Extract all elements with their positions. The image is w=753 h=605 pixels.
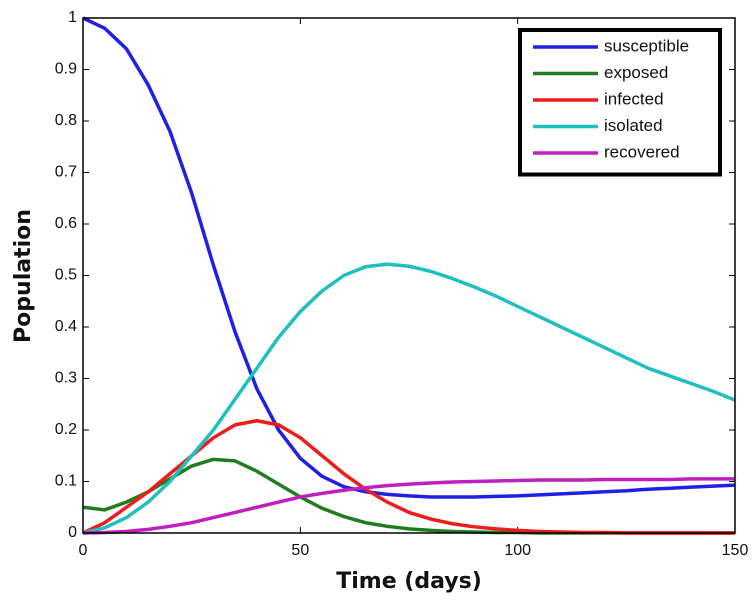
y-tick-label: 0.3: [55, 370, 77, 387]
y-tick-label: 0.8: [55, 112, 77, 129]
series-line: [82, 262, 736, 535]
series-line: [82, 16, 736, 499]
y-tick-label: 0.9: [55, 61, 77, 78]
legend-label: exposed: [604, 63, 668, 82]
x-tick-label: 100: [504, 542, 531, 559]
plot-frame: [82, 17, 736, 534]
x-axis-title: Time (days): [336, 569, 482, 594]
series-line: [82, 418, 735, 535]
series-line: [82, 477, 735, 535]
y-tick-label: 0.7: [55, 164, 77, 181]
legend-label: infected: [604, 89, 664, 108]
y-tick-label: 0.6: [55, 215, 77, 232]
legend-label: susceptible: [604, 36, 689, 55]
x-tick-label: 50: [291, 542, 309, 559]
legend-label: recovered: [604, 142, 680, 161]
y-tick-label: 0.4: [55, 318, 77, 335]
y-tick-label: 0.5: [55, 267, 77, 284]
y-tick-label: 0: [68, 524, 77, 541]
y-tick-label: 1: [68, 9, 77, 26]
y-axis-title: Population: [11, 209, 36, 343]
legend-box: [518, 28, 722, 177]
x-tick-label: 0: [79, 542, 88, 559]
legend-label: isolated: [604, 116, 663, 135]
x-tick-label: 150: [722, 542, 749, 559]
y-tick-label: 0.1: [55, 473, 77, 490]
y-tick-label: 0.2: [55, 421, 77, 438]
